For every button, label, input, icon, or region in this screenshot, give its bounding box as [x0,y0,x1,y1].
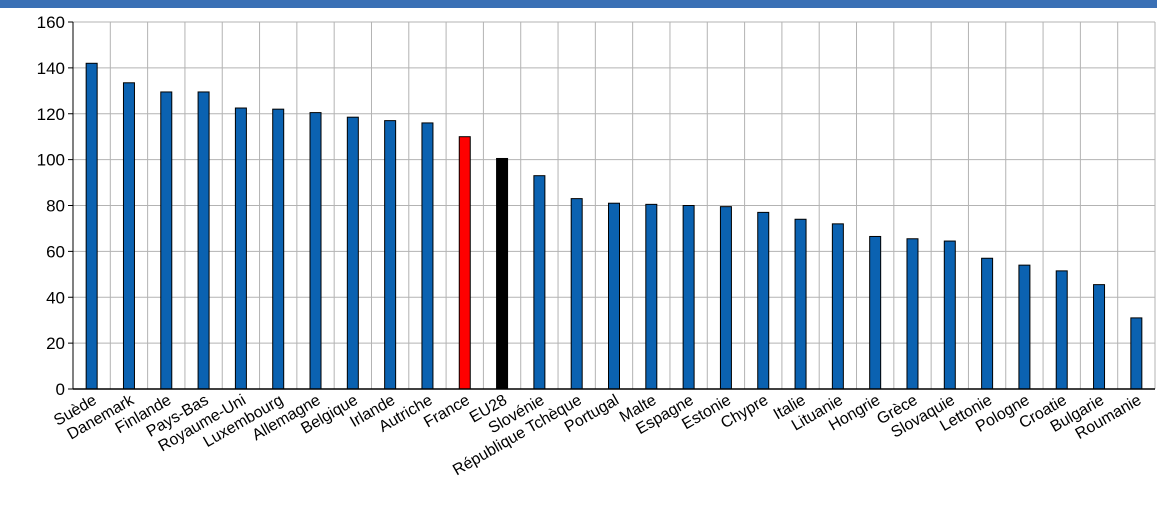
bar-chypre [757,211,770,390]
bar-pays-bas [197,91,210,390]
y-tick-label: 40 [46,288,65,307]
bar-belgique [346,116,359,390]
axes [68,21,1155,390]
bar-slovaquie [943,240,956,390]
y-tick-label: 20 [46,334,65,353]
bars [85,62,1143,390]
bar-luxembourg [272,108,285,390]
y-axis-tick-labels: 0 20 40 60 80 100 120 140 160 [37,13,65,399]
bar-royaume-uni [234,107,247,390]
bar-france [458,136,471,390]
grid-lines [72,21,1156,390]
bar-gr-ce [906,238,919,390]
bar-lettonie [981,257,994,390]
bar-malte [645,203,658,390]
bar-finlande [160,91,173,390]
bar-lituanie [831,223,844,390]
bar-portugal [608,202,620,390]
y-tick-label: 120 [37,105,65,124]
bar-hongrie [869,235,882,390]
bar-estonie [719,206,732,390]
x-axis-category-labels: SuèdeDanemarkFinlandePays-BasRoyaume-Uni… [51,391,1144,479]
bar-irlande [384,120,397,390]
bar-su-de [85,62,98,390]
bar-slov-nie [533,175,546,390]
bar-danemark [122,82,135,390]
bar-espagne [682,205,695,390]
bar-autriche [421,122,434,390]
y-tick-label: 0 [56,380,65,399]
y-tick-label: 140 [37,59,65,78]
y-tick-label: 100 [37,151,65,170]
bar-croatie [1055,270,1068,390]
bar-eu28 [496,157,509,390]
header-band [0,0,1157,8]
bar-pologne [1018,264,1031,390]
y-tick-label: 60 [46,242,65,261]
bar-roumanie [1130,317,1143,390]
bar-bulgarie [1093,284,1106,390]
y-tick-label: 80 [46,197,65,216]
bar-italie [794,218,807,390]
bar-r-publique-tch-que [570,198,583,390]
bar-allemagne [309,112,322,390]
y-tick-label: 160 [37,13,65,32]
